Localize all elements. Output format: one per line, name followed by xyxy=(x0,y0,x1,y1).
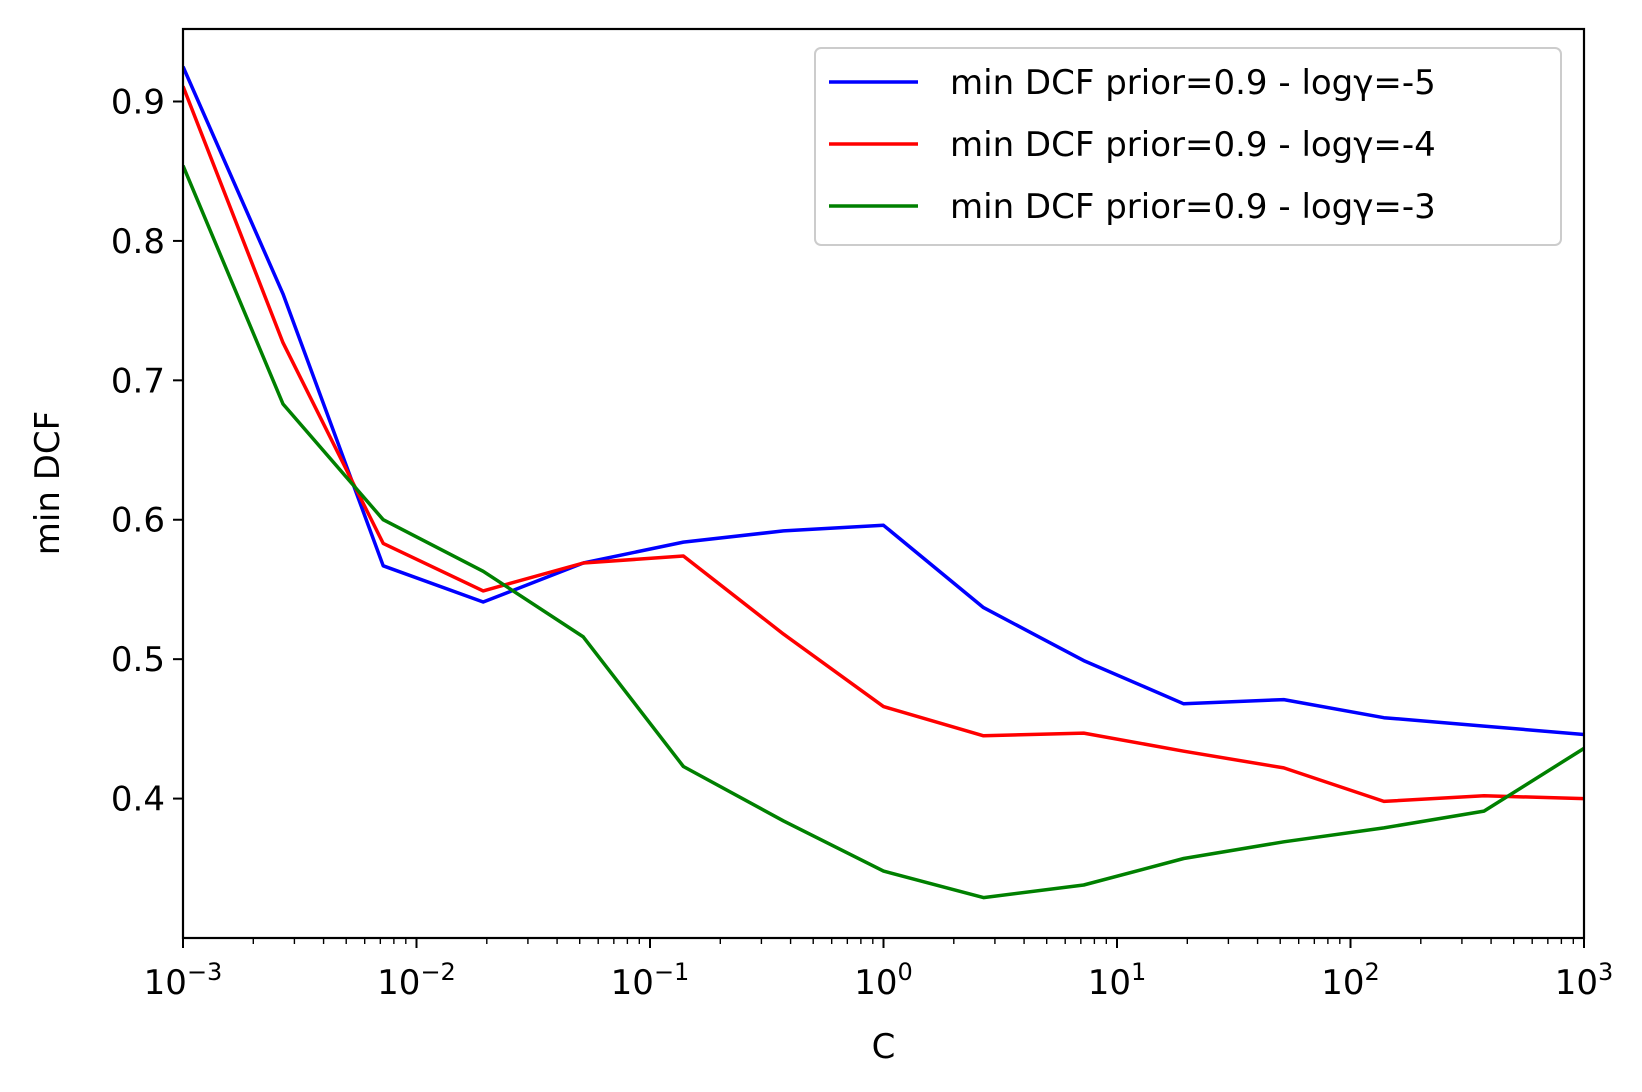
x-tick-label: 10−1 xyxy=(611,958,690,1003)
x-tick-label: 10−3 xyxy=(144,958,223,1003)
series-line-2 xyxy=(183,85,1584,804)
y-tick-label: 0.4 xyxy=(111,780,165,820)
series-line-1 xyxy=(183,65,1584,737)
legend-entry-series-3: min DCF prior=0.9 - logγ=-3 xyxy=(950,187,1436,227)
y-tick-label: 0.5 xyxy=(111,640,165,680)
y-tick-label: 0.6 xyxy=(111,501,165,541)
y-axis-label: min DCF xyxy=(28,411,68,555)
x-tick-label: 102 xyxy=(1321,958,1380,1003)
legend-frame xyxy=(814,47,1562,246)
x-tick-label: 10−2 xyxy=(377,958,456,1003)
series-line-3 xyxy=(183,164,1584,900)
x-tick-label: 103 xyxy=(1555,958,1614,1003)
x-tick-label: 100 xyxy=(854,958,913,1003)
y-tick-label: 0.7 xyxy=(111,361,165,401)
legend: min DCF prior=0.9 - logγ=-5 min DCF prio… xyxy=(814,47,1562,246)
plot-frame xyxy=(181,27,1586,940)
y-tick-label: 0.9 xyxy=(111,82,165,122)
x-tick-label: 101 xyxy=(1088,958,1147,1003)
y-tick-label: 0.8 xyxy=(111,222,165,262)
legend-entry-series-1: min DCF prior=0.9 - logγ=-5 xyxy=(950,63,1436,103)
x-axis-label: C xyxy=(872,1027,896,1067)
legend-entry-series-2: min DCF prior=0.9 - logγ=-4 xyxy=(950,125,1436,165)
